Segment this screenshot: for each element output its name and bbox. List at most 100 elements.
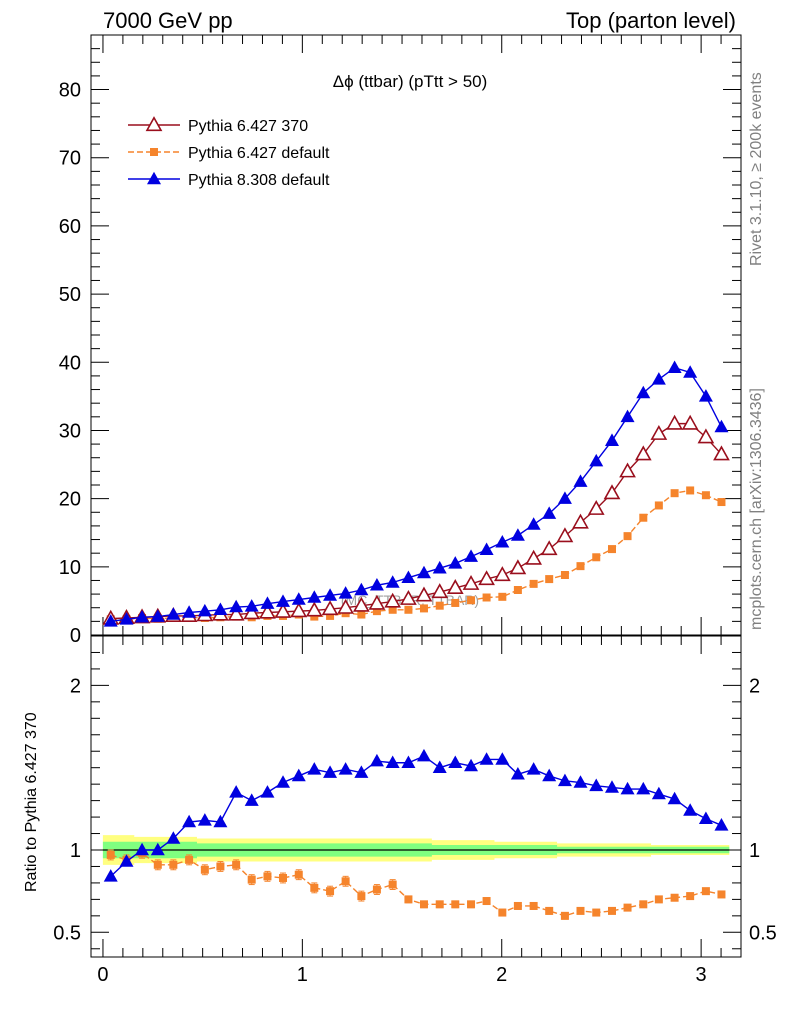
data-point	[576, 562, 585, 571]
data-point	[385, 575, 400, 588]
data-point	[462, 574, 480, 590]
ratio-point	[416, 748, 431, 762]
y-tick-label: 0	[70, 625, 81, 647]
header-left: 7000 GeV pp	[103, 8, 233, 33]
data-point	[357, 610, 366, 619]
ratio-point	[291, 768, 306, 782]
data-point	[529, 579, 538, 588]
ratio-plot-frame	[90, 635, 742, 958]
ratio-point	[513, 901, 522, 910]
data-point	[697, 428, 715, 444]
data-point	[260, 596, 275, 609]
data-point	[166, 607, 181, 620]
ratio-point	[639, 900, 648, 909]
y-tick-label: 70	[59, 148, 81, 170]
data-point	[670, 489, 679, 498]
data-point	[713, 445, 730, 461]
ratio-plot-series	[103, 748, 729, 920]
data-point	[388, 605, 397, 614]
data-point	[479, 542, 494, 556]
y-tick-label: 50	[59, 284, 81, 306]
ratio-point	[670, 893, 679, 902]
data-point	[526, 517, 541, 530]
data-point	[448, 556, 463, 569]
data-point	[495, 535, 510, 548]
data-point	[698, 389, 713, 402]
data-point	[227, 605, 245, 621]
y-tick-label: 60	[59, 216, 81, 238]
ratio-point	[542, 768, 557, 782]
main-plot-title: Δϕ (ttbar) (pTtt > 50)	[333, 72, 488, 91]
ratio-point	[482, 897, 491, 906]
ratio-point	[401, 755, 416, 769]
ratio-point	[279, 873, 288, 882]
x-tick-label: 3	[696, 964, 707, 986]
ratio-point	[388, 880, 397, 889]
ratio-point	[135, 842, 150, 856]
ratio-point	[372, 885, 381, 894]
x-tick-label: 2	[496, 964, 507, 986]
ratio-point	[526, 762, 541, 775]
data-point	[338, 586, 353, 599]
ratio-point	[435, 900, 444, 909]
ratio-point	[467, 900, 476, 909]
main-plot-series	[102, 360, 730, 627]
data-point	[404, 605, 413, 614]
data-point	[415, 586, 433, 602]
data-point	[354, 582, 369, 596]
ratio-point	[464, 758, 479, 772]
main-plot-panel: 0 10 20 30 40 50 60 70 80 Δϕ (ttbar) (pTtt > 50)…	[59, 34, 742, 647]
data-point	[650, 424, 668, 440]
ratio-point	[229, 785, 244, 798]
y-tick-label: 1	[70, 840, 81, 862]
data-point	[446, 579, 464, 595]
data-point	[274, 602, 292, 618]
ratio-point	[197, 813, 212, 826]
ratio-point	[529, 901, 538, 910]
ratio-point	[698, 811, 713, 824]
data-point	[686, 486, 695, 495]
data-point	[368, 594, 386, 610]
ratio-point	[247, 875, 256, 884]
y-tick-label-right: 2	[749, 675, 760, 697]
data-point	[259, 603, 276, 619]
legend-marker	[150, 148, 158, 156]
ratio-point	[185, 855, 194, 864]
data-point	[276, 594, 291, 607]
ratio-point	[714, 818, 729, 831]
data-point	[243, 604, 261, 620]
legend-label: Pythia 6.427 default	[188, 145, 330, 162]
series-line	[110, 366, 723, 623]
data-point	[545, 575, 554, 584]
ratio-series-line	[110, 852, 722, 917]
data-point	[369, 577, 384, 591]
data-point	[150, 609, 165, 622]
header-right: Top (parton level)	[566, 8, 736, 33]
data-point	[607, 545, 616, 554]
data-point	[451, 598, 460, 607]
ratio-point	[667, 791, 682, 805]
data-point	[229, 599, 244, 613]
data-point	[401, 570, 416, 583]
ratio-point	[338, 762, 353, 775]
ratio-point	[310, 883, 319, 892]
data-point	[291, 592, 306, 605]
data-point	[603, 484, 621, 500]
ratio-point	[620, 781, 635, 795]
ratio-point	[276, 775, 291, 788]
data-point	[639, 513, 648, 522]
data-point	[119, 612, 134, 625]
ratio-point	[169, 860, 178, 869]
y-tick-label: 30	[59, 420, 81, 442]
ratio-point	[651, 786, 666, 800]
data-point	[290, 602, 308, 618]
ratio-point	[200, 865, 209, 874]
ratio-point	[448, 755, 463, 769]
y-tick-label: 80	[59, 80, 81, 102]
ratio-point	[701, 887, 710, 896]
ratio-point	[654, 895, 663, 904]
legend: Pythia 6.427 370 Pythia 6.427 default Pyth…	[128, 116, 330, 189]
data-point	[683, 365, 698, 378]
data-point	[135, 610, 150, 623]
ratio-point	[232, 860, 241, 869]
